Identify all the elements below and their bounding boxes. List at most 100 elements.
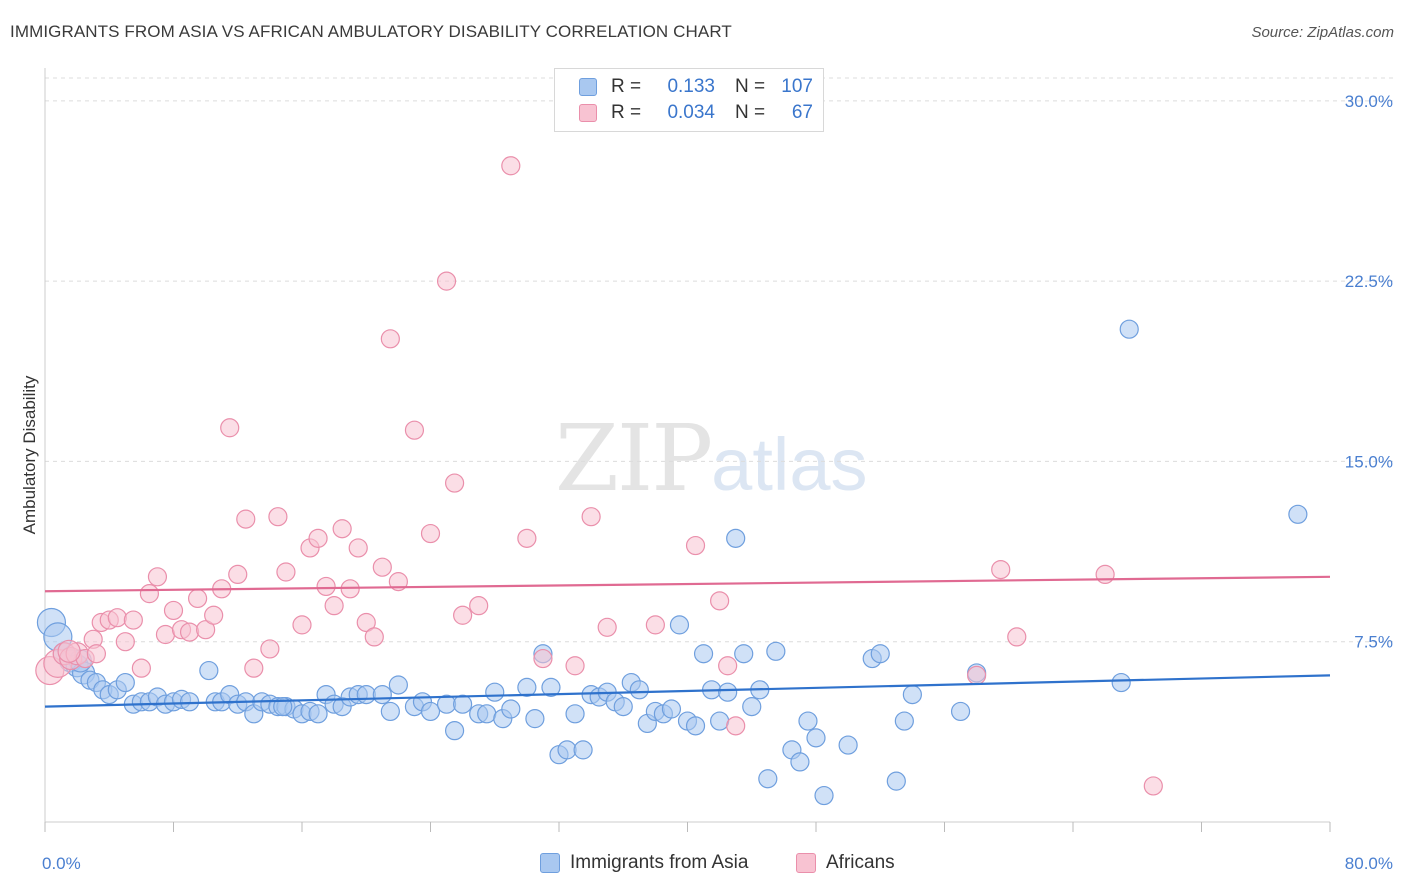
data-point (669, 615, 690, 635)
data-point (685, 716, 706, 736)
data-point (629, 680, 649, 700)
data-point (469, 596, 489, 616)
data-point (356, 684, 376, 705)
correlation-legend: R = 0.133 N = 107 R = 0.034 N = 67 (554, 68, 824, 132)
data-point (991, 559, 1011, 580)
data-point (199, 660, 219, 681)
data-point (517, 677, 537, 697)
data-point (533, 648, 553, 669)
data-point (693, 644, 714, 664)
data-point (107, 608, 127, 628)
legend-item-asia[interactable]: Immigrants from Asia (540, 852, 748, 874)
data-point (645, 615, 665, 635)
data-point (710, 591, 730, 611)
data-point (308, 704, 328, 724)
n-value: 67 (791, 102, 813, 123)
data-point (163, 600, 184, 621)
legend-item-africans[interactable]: Africans (796, 852, 895, 874)
legend-row-africans: R = 0.034 N = 67 (579, 101, 813, 125)
data-point (179, 692, 200, 712)
n-value: 107 (781, 76, 813, 97)
data-point (348, 538, 368, 558)
data-point (758, 769, 778, 789)
data-point (436, 271, 457, 291)
data-point (814, 785, 834, 806)
n-label: N = (735, 102, 766, 123)
data-point (453, 694, 473, 714)
data-point (525, 709, 545, 729)
data-point (204, 605, 224, 625)
r-value: 0.133 (667, 76, 715, 97)
data-point (573, 740, 593, 760)
data-point (894, 711, 914, 731)
data-point (1143, 776, 1163, 796)
data-point (187, 588, 208, 609)
data-point (1095, 564, 1115, 585)
data-point (260, 639, 280, 659)
legend-label-asia: Immigrants from Asia (570, 852, 749, 873)
data-point (1007, 627, 1027, 647)
data-point (372, 684, 392, 705)
data-point (236, 509, 256, 529)
data-point (228, 564, 248, 585)
x-tick-label-max: 80.0% (1345, 854, 1393, 873)
data-point (196, 620, 216, 640)
data-point (718, 656, 738, 676)
data-point (710, 711, 730, 731)
data-point (380, 701, 400, 722)
data-point (967, 665, 987, 685)
watermark-atlas: atlas (711, 423, 868, 506)
data-point (766, 641, 786, 661)
y-tick-label: 30.0% (1345, 92, 1393, 111)
data-point (613, 697, 633, 717)
axes (44, 68, 1331, 832)
r-label: R = (611, 76, 642, 97)
data-point (147, 567, 168, 587)
y-tick-label: 7.5% (1354, 633, 1393, 652)
data-point (276, 562, 296, 582)
data-point (179, 622, 200, 642)
data-point (581, 507, 601, 527)
data-point (742, 697, 762, 717)
data-point (838, 735, 858, 755)
data-point (870, 644, 890, 664)
data-point (123, 610, 143, 630)
data-point (565, 656, 585, 676)
series-immigrants-from-asia (36, 319, 1308, 806)
legend-label-africans: Africans (826, 852, 895, 873)
x-tick-label-min: 0.0% (42, 854, 81, 873)
data-point (244, 658, 264, 678)
data-point (726, 528, 746, 548)
data-point (316, 576, 336, 597)
data-point (806, 728, 826, 748)
data-point (501, 156, 521, 176)
series-africans (35, 156, 1163, 796)
data-point (517, 528, 537, 548)
y-tick-label: 15.0% (1345, 452, 1393, 471)
data-point (115, 632, 135, 652)
r-label: R = (611, 102, 642, 123)
data-point (734, 644, 754, 664)
y-tick-label: 22.5% (1345, 272, 1393, 291)
data-point (902, 684, 922, 705)
trend-line-africans (44, 575, 1331, 593)
n-label: N = (735, 76, 766, 97)
data-point (268, 507, 288, 527)
data-point (364, 627, 384, 647)
data-point (685, 535, 706, 556)
data-point (798, 711, 818, 731)
data-point (557, 740, 577, 760)
source-credit: Source: ZipAtlas.com (1251, 24, 1394, 41)
data-point (1119, 319, 1139, 339)
data-point (726, 716, 746, 736)
grid-lines (45, 77, 1395, 643)
data-point (790, 752, 810, 772)
data-point (372, 557, 392, 577)
data-point (501, 699, 521, 719)
data-point (886, 771, 906, 791)
data-point (404, 420, 425, 440)
watermark-zip: ZIP (555, 405, 713, 512)
data-point (292, 615, 312, 635)
legend-swatch-asia (540, 853, 560, 873)
